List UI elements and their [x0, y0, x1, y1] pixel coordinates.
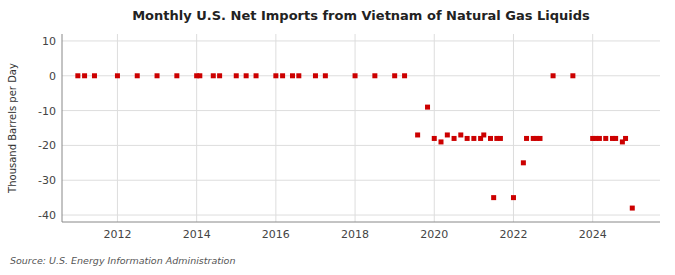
y-tick-label: -10 — [38, 105, 56, 118]
point — [538, 136, 543, 141]
point — [511, 195, 516, 200]
x-tick-label: 2022 — [499, 228, 527, 241]
x-tick-label: 2020 — [420, 228, 448, 241]
point — [570, 73, 575, 78]
point — [597, 136, 602, 141]
point — [623, 136, 628, 141]
y-grid-line — [62, 145, 660, 146]
point — [425, 105, 430, 110]
x-tick-label: 2016 — [262, 228, 290, 241]
point — [353, 73, 358, 78]
point — [415, 132, 420, 137]
point — [197, 73, 202, 78]
point — [452, 136, 457, 141]
point — [432, 136, 437, 141]
y-tick-label: -30 — [38, 174, 56, 187]
point — [603, 136, 608, 141]
x-grid-line — [355, 34, 356, 222]
point — [211, 73, 216, 78]
point — [82, 73, 87, 78]
point — [75, 73, 80, 78]
source-note: Source: U.S. Energy Information Administ… — [10, 255, 235, 266]
x-tick-label: 2014 — [183, 228, 211, 241]
y-grid-line — [62, 215, 660, 216]
y-axis-label: Thousand Barrels per Day — [7, 63, 18, 194]
x-grid-line — [434, 34, 435, 222]
point — [458, 132, 463, 137]
point — [217, 73, 222, 78]
point — [402, 73, 407, 78]
x-tick-label: 2024 — [579, 228, 607, 241]
y-grid-line — [62, 40, 660, 41]
point — [92, 73, 97, 78]
y-grid-line — [62, 75, 660, 76]
point — [524, 136, 529, 141]
x-grid-line — [117, 34, 118, 222]
point — [465, 136, 470, 141]
point — [471, 136, 476, 141]
point — [521, 160, 526, 165]
point — [491, 195, 496, 200]
point — [280, 73, 285, 78]
point — [438, 139, 443, 144]
point — [481, 132, 486, 137]
point — [244, 73, 249, 78]
point — [115, 73, 120, 78]
point — [372, 73, 377, 78]
point — [290, 73, 295, 78]
x-tick-label: 2018 — [341, 228, 369, 241]
point — [445, 132, 450, 137]
point — [135, 73, 140, 78]
point — [498, 136, 503, 141]
y-axis-line — [62, 34, 63, 222]
point — [155, 73, 160, 78]
x-grid-line — [275, 34, 276, 222]
x-tick-label: 2012 — [103, 228, 131, 241]
y-tick-label: -40 — [38, 209, 56, 222]
point — [488, 136, 493, 141]
point — [234, 73, 239, 78]
point — [551, 73, 556, 78]
point — [613, 136, 618, 141]
point — [630, 206, 635, 211]
y-tick-label: 10 — [42, 35, 56, 48]
y-tick-label: -20 — [38, 139, 56, 152]
point — [273, 73, 278, 78]
point — [323, 73, 328, 78]
chart: -40 -30 -20 -10 0 10 2012 2014 2016 2018 2020 2022 2… — [0, 0, 675, 275]
y-grid-line — [62, 110, 660, 111]
title: Monthly U.S. Net Imports from Vietnam of… — [132, 8, 590, 23]
points — [75, 73, 634, 210]
point — [254, 73, 259, 78]
x-grid-line — [196, 34, 197, 222]
point — [313, 73, 318, 78]
x-grid-line — [513, 34, 514, 222]
y-grid-line — [62, 180, 660, 181]
x-grid-line — [592, 34, 593, 222]
point — [174, 73, 179, 78]
point — [296, 73, 301, 78]
chart-container: -40 -30 -20 -10 0 10 2012 2014 2016 2018 2020 2022 2… — [0, 0, 675, 275]
y-tick-label: 0 — [49, 70, 56, 83]
x-axis-line — [62, 222, 660, 223]
grid — [62, 34, 660, 222]
point — [392, 73, 397, 78]
